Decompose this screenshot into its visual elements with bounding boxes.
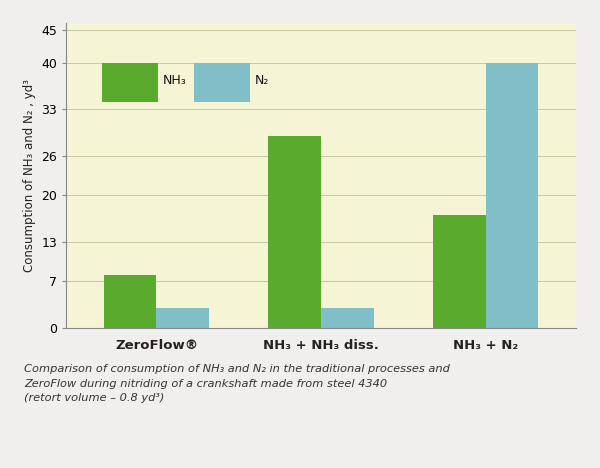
FancyBboxPatch shape — [193, 63, 250, 102]
Bar — [157, 308, 209, 328]
Bar — [104, 275, 157, 328]
Bar — [433, 215, 485, 328]
Text: NH₃: NH₃ — [163, 74, 187, 87]
Text: Comparison of consumption of NH₃ and N₂ in the traditional processes and
ZeroFlo: Comparison of consumption of NH₃ and N₂ … — [24, 364, 450, 403]
Bar — [268, 136, 321, 328]
Text: N₂: N₂ — [255, 74, 269, 87]
Bar — [321, 308, 374, 328]
FancyBboxPatch shape — [102, 63, 158, 102]
Y-axis label: Consumption of NH₃ and N₂ , yd³: Consumption of NH₃ and N₂ , yd³ — [23, 79, 35, 272]
Bar — [485, 63, 538, 328]
